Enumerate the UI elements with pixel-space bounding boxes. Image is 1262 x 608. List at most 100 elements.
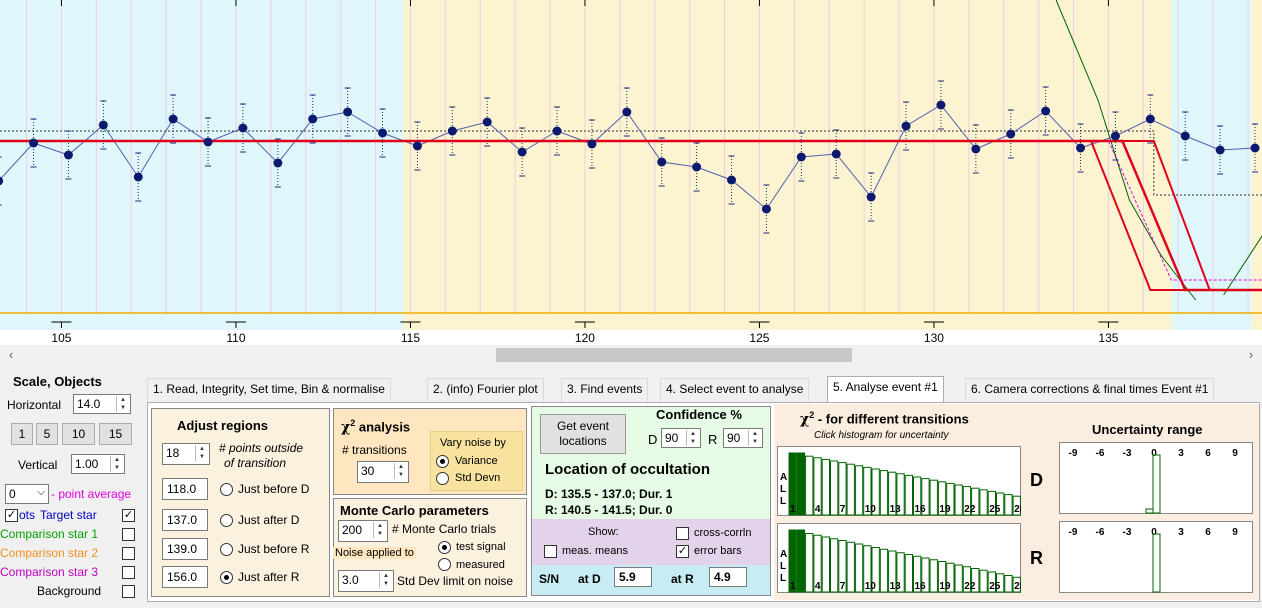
transitions-spinner[interactable]: 30 ▲ ▼ [357, 461, 409, 483]
tab-read-integrity[interactable]: 1. Read, Integrity, Set time, Bin & norm… [147, 378, 391, 401]
meas-means-checkbox[interactable] [544, 545, 557, 558]
spinner-arrows-icon[interactable]: ▲ ▼ [195, 445, 208, 461]
vary-stddev-radio[interactable] [436, 472, 449, 485]
comparison-star-1-checkbox[interactable] [122, 528, 135, 541]
histogram-r[interactable]: ALL147101316192225283 [777, 523, 1021, 593]
tab-select-event[interactable]: 4. Select event to analyse [660, 378, 810, 401]
chevron-down-icon[interactable]: ⌵ [37, 487, 45, 498]
histogram-bar [954, 484, 963, 516]
just-before-d-radio[interactable] [220, 483, 233, 496]
data-point [447, 126, 457, 136]
points-outside-spinner[interactable]: 18 ▲ ▼ [162, 443, 210, 465]
data-point [1110, 131, 1120, 141]
cross-correlation-line [1107, 140, 1262, 281]
spinner-arrows-icon[interactable]: ▲ ▼ [373, 522, 386, 538]
confidence-r-label: R [708, 432, 718, 447]
vary-variance-label: Variance [455, 455, 498, 467]
histogram-bar [821, 458, 831, 516]
histogram-tick-label: 16 [915, 581, 927, 592]
spinner-arrows-icon[interactable]: ▲ ▼ [748, 430, 761, 446]
sn-at-r-label: at R [671, 572, 694, 586]
histogram-bar [962, 486, 972, 516]
histogram-bar [1012, 495, 1021, 516]
histogram-bar [913, 476, 922, 516]
histogram-tick-label: 7 [840, 504, 846, 515]
data-point [63, 150, 73, 160]
horizontal-scrollbar[interactable]: ‹ › [0, 345, 1262, 365]
data-point [587, 139, 597, 149]
confidence-r-spinner[interactable]: 90 ▲ ▼ [723, 428, 763, 448]
uncertainty-tick-label: -9 [1069, 448, 1078, 459]
just-after-d-value[interactable]: 137.0 [162, 509, 208, 531]
data-point [308, 114, 318, 124]
error-bars-label: error bars [694, 545, 742, 557]
tab-camera-corrections[interactable]: 6. Camera corrections & final times Even… [965, 378, 1215, 401]
std-dev-limit-label: Std Dev limit on noise [397, 574, 514, 588]
tab-analyse-event[interactable]: 5. Analyse event #1 [827, 376, 944, 403]
vary-variance-radio[interactable] [436, 455, 449, 468]
tab-fourier-plot[interactable]: 2. (info) Fourier plot [427, 378, 544, 401]
error-bars-checkbox[interactable]: ✓ [676, 545, 689, 558]
get-event-locations-button[interactable]: Get event locations [540, 414, 626, 454]
tab-find-events[interactable]: 3. Find events [561, 378, 649, 401]
histogram-bar [788, 452, 797, 516]
model-fit-line [0, 139, 1262, 292]
chi-symbol: χ [341, 419, 351, 436]
target-star-checkbox[interactable]: ✓ [122, 509, 135, 522]
histogram-bar [871, 468, 880, 516]
histogram-tick-label: 28 [1014, 504, 1021, 515]
light-curve-plot[interactable]: 1051101151201251301351401451501551601651… [0, 0, 1262, 345]
just-after-d-radio[interactable] [220, 514, 233, 527]
measured-radio[interactable] [438, 558, 451, 571]
scale-10-button[interactable]: 10 [62, 423, 95, 445]
data-point [1250, 143, 1260, 153]
histogram-bar [888, 550, 897, 593]
histogram-tick-label: 16 [915, 504, 927, 515]
spinner-arrows-icon[interactable]: ▲ ▼ [116, 396, 129, 412]
vertical-scale-value: 1.00 [75, 457, 99, 471]
uncertainty-tick-label: -3 [1123, 448, 1132, 459]
histogram-d[interactable]: ALL147101316192225283 [777, 446, 1021, 516]
just-before-r-radio[interactable] [220, 543, 233, 556]
scrollbar-thumb[interactable] [496, 348, 852, 362]
scroll-right-icon[interactable]: › [1248, 347, 1254, 362]
plot-dots-label: ots [19, 508, 36, 522]
background-checkbox[interactable] [122, 585, 135, 598]
just-after-r-value[interactable]: 156.0 [162, 566, 208, 588]
data-point [1145, 114, 1155, 124]
histogram-bar [830, 538, 839, 593]
point-average-select[interactable]: 0 ⌵ [5, 484, 49, 504]
comparison-star-2-checkbox[interactable] [122, 547, 135, 560]
just-after-r-radio[interactable] [220, 571, 233, 584]
spinner-arrows-icon[interactable]: ▲ ▼ [110, 456, 123, 472]
spinner-arrows-icon[interactable]: ▲ ▼ [394, 463, 407, 479]
data-point [761, 204, 771, 214]
confidence-d-spinner[interactable]: 90 ▲ ▼ [661, 428, 701, 448]
scale-1-button[interactable]: 1 [11, 423, 33, 445]
just-before-d-label: Just before D [238, 482, 310, 496]
histogram-bar [954, 564, 963, 593]
scale-5-button[interactable]: 5 [36, 423, 58, 445]
point-average-value: 0 [9, 487, 16, 501]
cross-corrln-checkbox[interactable] [676, 527, 689, 540]
vertical-scale-spinner[interactable]: 1.00 ▲ ▼ [71, 454, 125, 474]
scroll-left-icon[interactable]: ‹ [8, 347, 14, 362]
test-signal-radio[interactable] [438, 541, 451, 554]
std-dev-limit-spinner[interactable]: 3.0 ▲ ▼ [338, 570, 394, 592]
spinner-arrows-icon[interactable]: ▲ ▼ [379, 572, 392, 588]
histogram-bar [904, 474, 913, 516]
histogram-tick-label: 22 [964, 581, 976, 592]
horizontal-scale-spinner[interactable]: 14.0 ▲ ▼ [73, 394, 131, 414]
histogram-tick-label: 25 [989, 581, 1001, 592]
scale-15-button[interactable]: 15 [99, 423, 132, 445]
data-point [203, 137, 213, 147]
just-before-d-value[interactable]: 118.0 [162, 478, 208, 500]
histogram-bar [821, 536, 831, 593]
histogram-bar [813, 534, 822, 593]
histogram-bar [996, 492, 1005, 516]
monte-carlo-trials-spinner[interactable]: 200 ▲ ▼ [338, 520, 388, 542]
spinner-arrows-icon[interactable]: ▲ ▼ [686, 430, 699, 446]
comparison-star-3-checkbox[interactable] [122, 566, 135, 579]
just-before-r-value[interactable]: 139.0 [162, 538, 208, 560]
plot-dots-checkbox[interactable]: ✓ [5, 509, 18, 522]
